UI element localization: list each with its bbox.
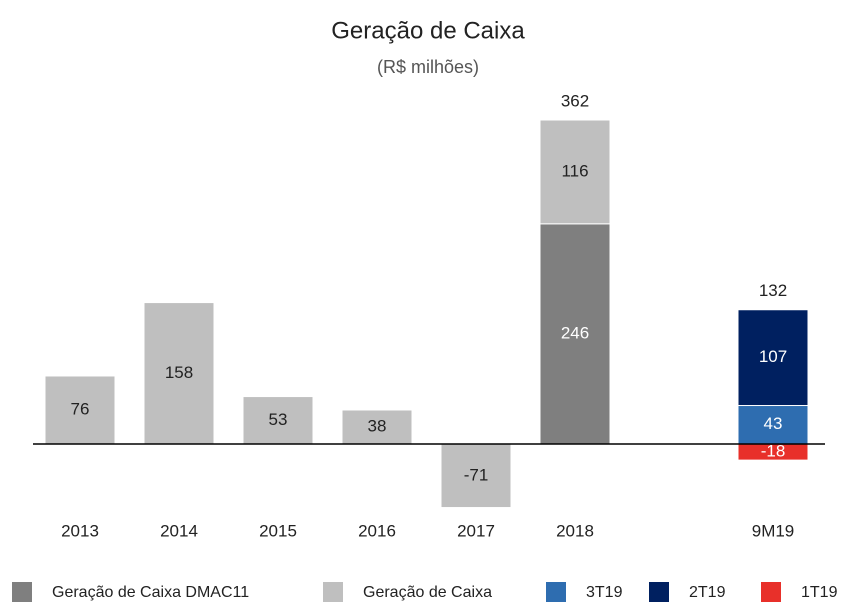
value-label: 53 [269,410,288,429]
bar-segment [44,375,116,445]
value-label: -18 [761,442,786,461]
legend-swatch [12,582,32,602]
legend-label: 3T19 [586,584,623,601]
total-label: 362 [561,91,589,110]
bar-segment [539,119,611,225]
legend-label: 1T19 [801,584,838,601]
chart-title: Geração de Caixa [331,17,525,44]
total-label: 132 [759,281,787,300]
value-label: 246 [561,323,589,342]
bar-segment [143,302,215,445]
legend-swatch [649,582,669,602]
chart-subtitle: (R$ milhões) [377,57,479,77]
x-tick-label: 2017 [457,521,495,540]
value-label: 116 [561,161,588,180]
legend-label: Geração de Caixa DMAC11 [52,584,249,601]
x-tick-label: 2016 [358,521,396,540]
bar-segment [737,309,809,407]
legend-swatch [761,582,781,602]
bar-segment [242,396,314,445]
value-label: 38 [368,416,387,435]
legend-swatch [323,582,343,602]
x-tick-label: 2013 [61,521,99,540]
value-label: 76 [71,399,90,418]
value-label: 158 [165,363,193,382]
bar-segment [539,223,611,445]
x-tick-label: 2018 [556,521,594,540]
x-tick-label: 9M19 [752,521,795,540]
legend-swatch [546,582,566,602]
value-label: 107 [759,347,787,366]
bar-segment [341,409,413,445]
x-tick-label: 2014 [160,521,198,540]
legend-label: 2T19 [689,584,726,601]
x-tick-label: 2015 [259,521,297,540]
value-label: 43 [764,414,783,433]
bar-segment [737,405,809,445]
legend-label: Geração de Caixa [363,584,492,601]
bar-segment [440,443,512,509]
value-label: -71 [464,465,489,484]
